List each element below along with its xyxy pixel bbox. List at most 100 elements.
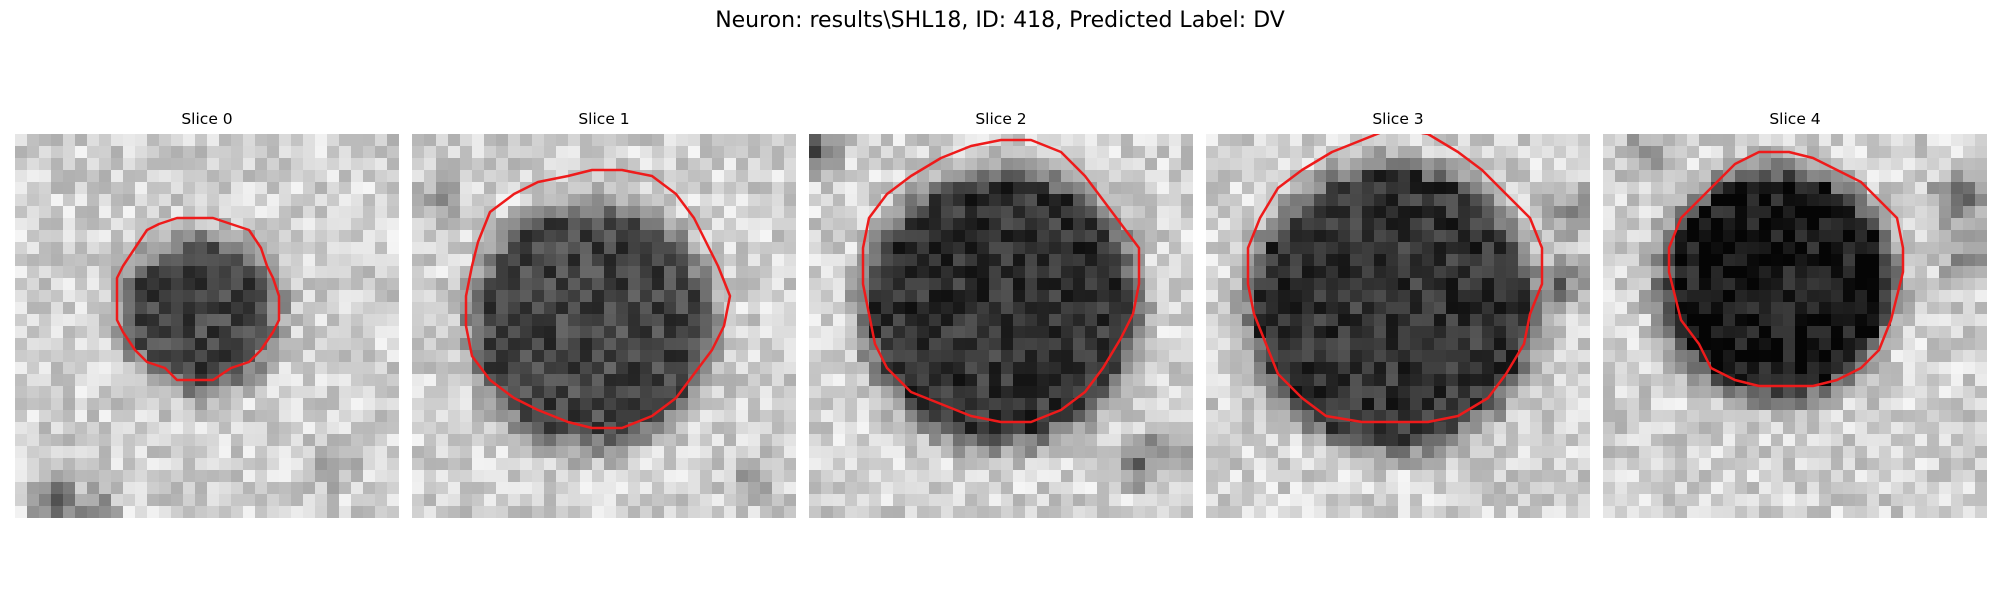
- image-pixel: [893, 446, 905, 458]
- image-pixel: [1939, 218, 1951, 230]
- image-pixel: [387, 338, 399, 350]
- image-pixel: [243, 206, 255, 218]
- image-pixel: [1518, 290, 1530, 302]
- image-pixel: [195, 458, 207, 470]
- image-pixel: [748, 374, 760, 386]
- image-pixel: [1025, 254, 1037, 266]
- image-pixel: [652, 374, 664, 386]
- image-pixel: [1085, 374, 1097, 386]
- image-pixel: [1771, 254, 1783, 266]
- image-pixel: [1109, 314, 1121, 326]
- image-pixel: [15, 350, 27, 362]
- image-pixel: [1542, 146, 1554, 158]
- image-pixel: [1807, 446, 1819, 458]
- image-pixel: [1627, 170, 1639, 182]
- image-pixel: [375, 290, 387, 302]
- image-pixel: [1530, 194, 1542, 206]
- image-pixel: [1254, 506, 1266, 518]
- image-pixel: [1518, 386, 1530, 398]
- image-pixel: [351, 302, 363, 314]
- image-pixel: [809, 326, 821, 338]
- image-pixel: [363, 458, 375, 470]
- image-pixel: [1578, 290, 1590, 302]
- image-pixel: [1494, 338, 1506, 350]
- image-pixel: [700, 206, 712, 218]
- image-pixel: [544, 278, 556, 290]
- image-pixel: [929, 134, 941, 146]
- image-pixel: [965, 398, 977, 410]
- image-pixel: [231, 398, 243, 410]
- image-pixel: [1542, 230, 1554, 242]
- image-pixel: [1542, 194, 1554, 206]
- image-pixel: [1927, 170, 1939, 182]
- image-pixel: [664, 386, 676, 398]
- image-pixel: [51, 290, 63, 302]
- image-pixel: [1747, 410, 1759, 422]
- image-pixel: [1951, 302, 1963, 314]
- image-pixel: [1254, 434, 1266, 446]
- image-pixel: [544, 470, 556, 482]
- image-pixel: [760, 410, 772, 422]
- image-pixel: [1494, 242, 1506, 254]
- image-pixel: [664, 266, 676, 278]
- image-pixel: [39, 458, 51, 470]
- image-pixel: [1831, 458, 1843, 470]
- image-pixel: [604, 134, 616, 146]
- image-pixel: [508, 326, 520, 338]
- image-pixel: [1843, 182, 1855, 194]
- image-pixel: [1951, 422, 1963, 434]
- image-pixel: [99, 158, 111, 170]
- image-pixel: [1699, 206, 1711, 218]
- image-pixel: [219, 410, 231, 422]
- image-pixel: [1350, 230, 1362, 242]
- image-pixel: [1506, 506, 1518, 518]
- image-pixel: [1578, 362, 1590, 374]
- image-pixel: [1386, 494, 1398, 506]
- image-pixel: [532, 482, 544, 494]
- image-pixel: [845, 242, 857, 254]
- image-pixel: [1903, 446, 1915, 458]
- image-pixel: [75, 134, 87, 146]
- image-pixel: [1061, 458, 1073, 470]
- image-pixel: [1109, 242, 1121, 254]
- image-pixel: [1927, 194, 1939, 206]
- image-pixel: [845, 338, 857, 350]
- image-pixel: [1795, 338, 1807, 350]
- image-pixel: [1314, 446, 1326, 458]
- image-pixel: [27, 386, 39, 398]
- image-pixel: [1963, 182, 1975, 194]
- image-pixel: [544, 206, 556, 218]
- image-pixel: [760, 314, 772, 326]
- image-pixel: [1687, 266, 1699, 278]
- image-pixel: [1061, 470, 1073, 482]
- image-pixel: [929, 146, 941, 158]
- image-pixel: [905, 182, 917, 194]
- image-pixel: [1302, 182, 1314, 194]
- image-pixel: [568, 182, 580, 194]
- image-pixel: [363, 338, 375, 350]
- image-pixel: [1747, 338, 1759, 350]
- image-pixel: [424, 314, 436, 326]
- image-pixel: [496, 362, 508, 374]
- image-pixel: [1206, 230, 1218, 242]
- image-pixel: [207, 506, 219, 518]
- image-pixel: [1013, 230, 1025, 242]
- image-pixel: [1458, 314, 1470, 326]
- image-pixel: [75, 350, 87, 362]
- image-pixel: [1001, 242, 1013, 254]
- image-pixel: [1001, 314, 1013, 326]
- image-pixel: [436, 146, 448, 158]
- image-pixel: [688, 146, 700, 158]
- image-pixel: [99, 254, 111, 266]
- image-pixel: [1001, 362, 1013, 374]
- image-pixel: [580, 266, 592, 278]
- image-pixel: [1290, 326, 1302, 338]
- image-pixel: [339, 398, 351, 410]
- image-pixel: [1627, 218, 1639, 230]
- image-pixel: [1735, 170, 1747, 182]
- image-pixel: [51, 434, 63, 446]
- image-pixel: [1169, 398, 1181, 410]
- image-pixel: [1278, 218, 1290, 230]
- image-pixel: [159, 182, 171, 194]
- image-pixel: [1350, 326, 1362, 338]
